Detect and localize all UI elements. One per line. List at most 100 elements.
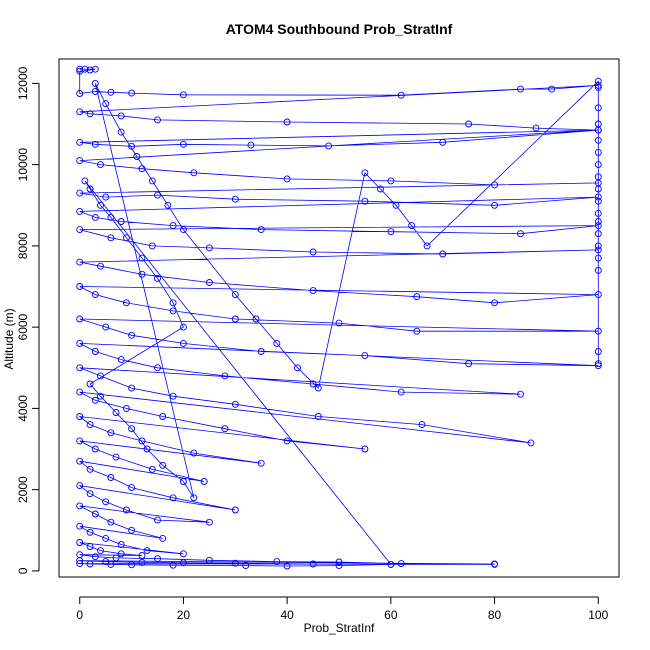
- data-point: [273, 339, 281, 347]
- data-point: [283, 118, 291, 126]
- data-point: [86, 380, 94, 388]
- x-tick-label: 80: [488, 608, 502, 622]
- data-point: [117, 112, 125, 120]
- data-point: [190, 449, 198, 457]
- data-point: [594, 291, 602, 299]
- data-point: [205, 244, 213, 252]
- data-point: [159, 461, 167, 469]
- data-point: [91, 445, 99, 453]
- data-point: [122, 506, 130, 514]
- data-point: [465, 360, 473, 368]
- y-axis-label: Altitude (m): [2, 308, 16, 369]
- data-point: [122, 299, 130, 307]
- data-point: [154, 555, 161, 563]
- data-point: [273, 558, 281, 566]
- data-point: [242, 562, 250, 570]
- data-point: [86, 560, 94, 568]
- y-tick-label: 2000: [16, 476, 30, 503]
- data-point: [387, 228, 395, 236]
- data-point: [91, 213, 99, 221]
- data-point: [76, 364, 84, 372]
- data-point: [169, 494, 177, 502]
- data-point: [76, 522, 84, 530]
- data-point: [439, 250, 447, 258]
- data-point: [91, 291, 99, 299]
- data-point: [86, 465, 94, 473]
- data-point: [97, 392, 104, 400]
- data-point: [325, 142, 333, 150]
- data-point: [128, 331, 136, 339]
- data-point: [117, 356, 125, 364]
- data-point: [314, 413, 322, 420]
- data-point: [294, 364, 301, 372]
- data-point: [112, 554, 120, 562]
- chart-title: ATOM4 Southbound Prob_StratInf: [226, 21, 453, 37]
- data-point: [169, 561, 177, 569]
- data-point: [154, 364, 161, 372]
- data-point: [86, 66, 94, 74]
- x-tick-label: 0: [76, 608, 83, 622]
- data-point: [76, 557, 84, 565]
- data-point: [283, 562, 291, 570]
- data-point: [91, 348, 99, 355]
- data-point: [387, 560, 395, 568]
- data-point: [418, 421, 426, 429]
- data-point: [594, 242, 602, 250]
- data-point: [179, 323, 187, 331]
- data-point: [102, 193, 110, 201]
- data-point: [76, 108, 84, 116]
- data-point: [148, 465, 156, 473]
- data-point: [164, 201, 172, 209]
- data-point: [179, 550, 187, 558]
- data-point: [148, 177, 156, 185]
- data-point: [76, 437, 84, 445]
- y-tick-label: 4000: [16, 395, 30, 422]
- data-point: [76, 226, 84, 234]
- plot-frame: [58, 58, 620, 578]
- data-point: [190, 169, 198, 177]
- data-point: [594, 161, 602, 169]
- data-point: [159, 413, 167, 420]
- data-point: [76, 67, 84, 75]
- data-point: [257, 459, 265, 467]
- y-tick-label: 10000: [16, 148, 30, 182]
- data-point: [76, 502, 84, 510]
- data-point: [179, 339, 187, 347]
- data-point: [128, 526, 136, 534]
- data-point: [107, 234, 115, 242]
- data-point: [107, 429, 115, 437]
- data-point: [594, 83, 602, 91]
- data-point: [200, 478, 208, 485]
- data-point: [154, 516, 161, 524]
- data-point: [148, 242, 156, 250]
- data-point: [76, 388, 84, 396]
- data-point: [138, 437, 146, 445]
- data-point: [594, 218, 602, 225]
- data-point: [97, 372, 104, 380]
- data-point: [102, 558, 110, 566]
- data-point: [247, 141, 255, 149]
- data-point: [86, 110, 94, 118]
- data-point: [231, 195, 239, 203]
- data-point: [465, 120, 473, 128]
- data-point: [221, 425, 229, 433]
- data-point: [594, 193, 602, 201]
- y-tick-label: 6000: [16, 313, 30, 340]
- data-point: [76, 90, 84, 97]
- data-point: [179, 140, 187, 148]
- data-point: [138, 270, 146, 278]
- data-point: [221, 372, 229, 380]
- data-point: [408, 222, 416, 230]
- data-point: [86, 543, 94, 550]
- data-point: [283, 175, 291, 183]
- data-point: [117, 128, 125, 136]
- data-point: [102, 498, 110, 506]
- data-point: [138, 254, 146, 262]
- data-point: [97, 201, 104, 209]
- data-point: [97, 161, 104, 169]
- data-point: [594, 136, 602, 144]
- data-point: [594, 120, 602, 128]
- data-point: [517, 230, 524, 238]
- data-point: [179, 91, 187, 99]
